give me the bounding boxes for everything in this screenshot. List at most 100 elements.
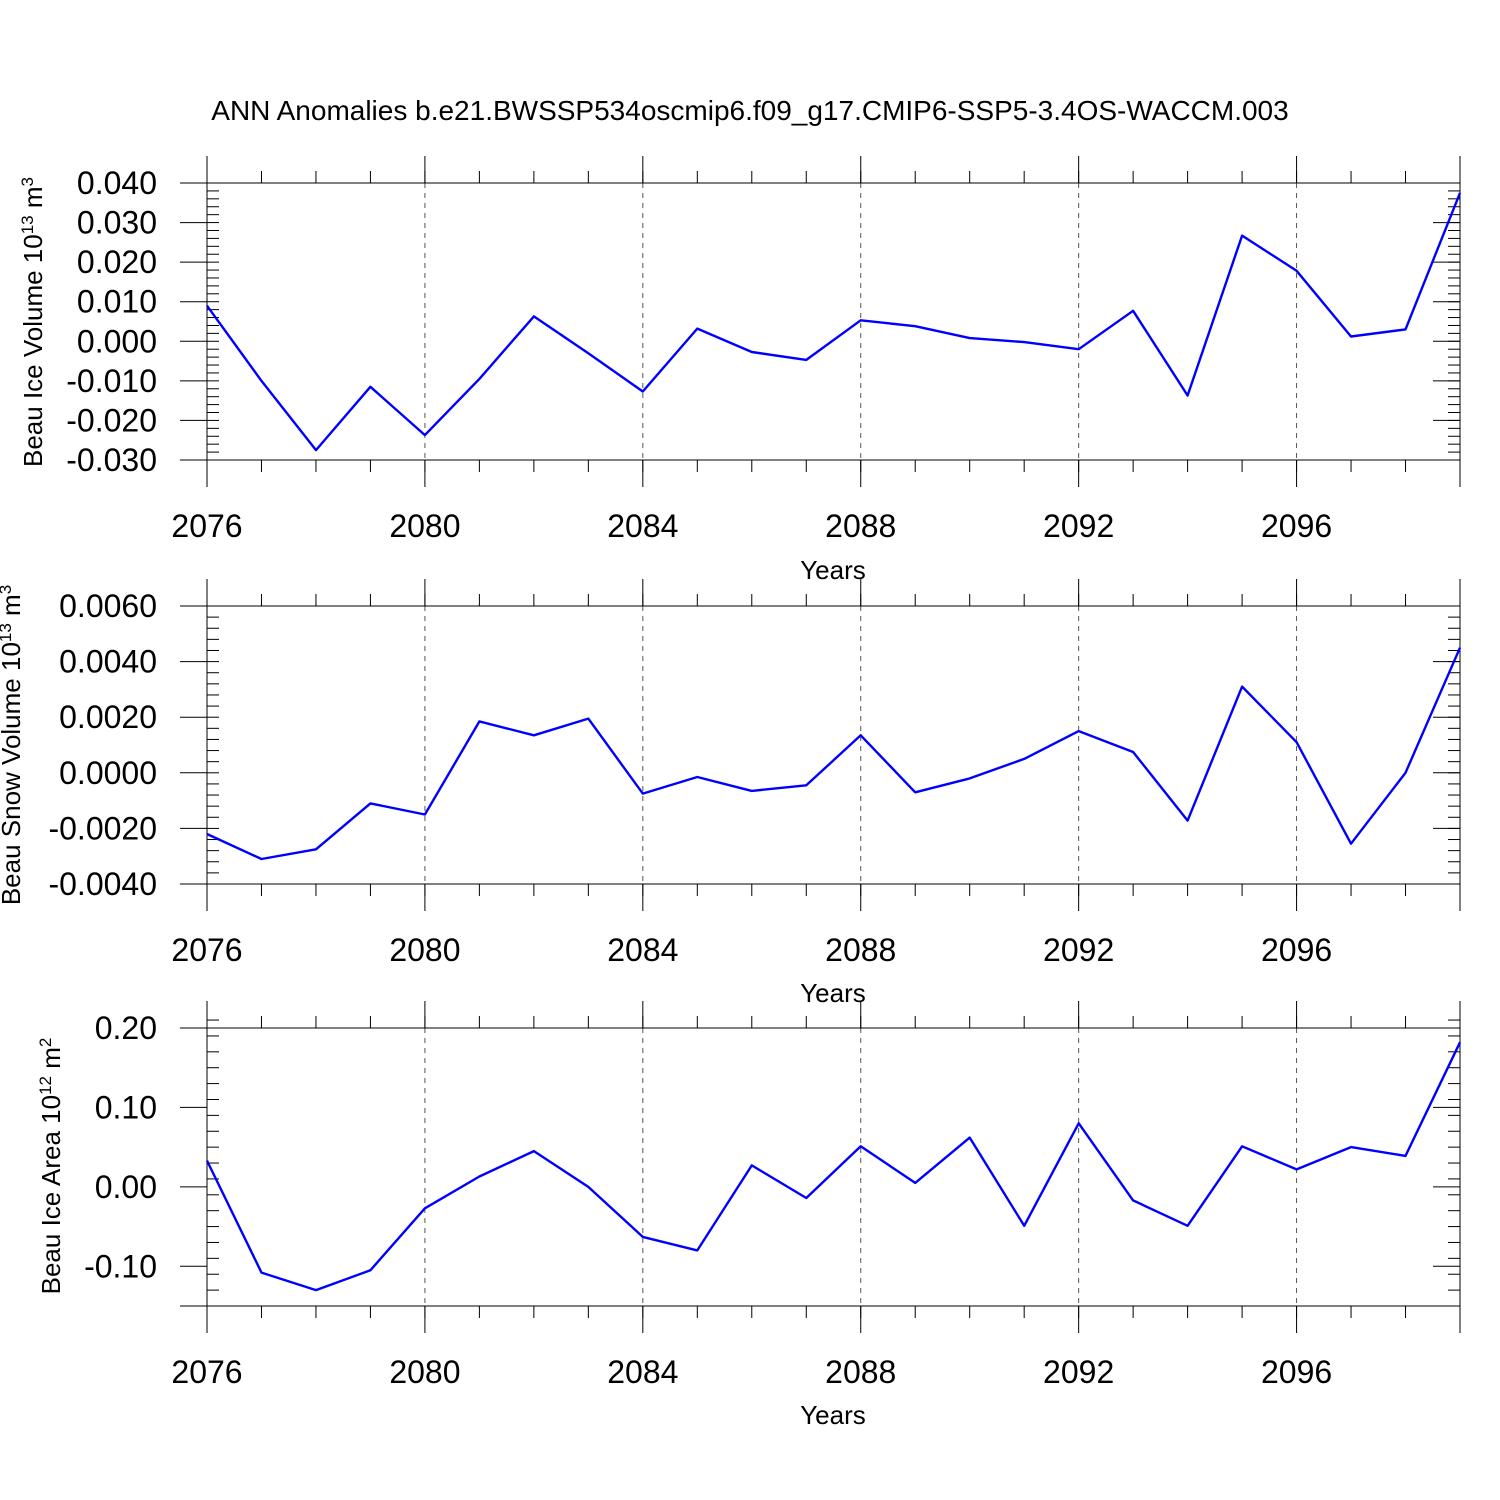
snow-volume-point-2090: [967, 776, 971, 780]
ice-area-series-line: [205, 1041, 1462, 1292]
ice-area-point-2082: [532, 1149, 536, 1153]
ice-volume-xtick-label: 2080: [389, 508, 460, 544]
panel-ice-volume: Beau Ice Volume 1013 m3 Years -0.030 -0.0…: [18, 156, 1462, 585]
xlabel-ice-area: Years: [800, 1400, 866, 1430]
snow-volume-point-2078: [314, 847, 318, 851]
ice-volume-point-2082: [532, 314, 536, 318]
ice-area-point-2090: [967, 1135, 971, 1139]
ice-area-point-2086: [750, 1163, 754, 1167]
ice-area-xtick-label: 2084: [607, 1354, 678, 1390]
ice-volume-series-line: [206, 192, 1462, 452]
ice-volume-point-2099: [1458, 191, 1462, 195]
ice-area-point-2079: [368, 1268, 372, 1272]
ice-volume-point-2078: [314, 448, 318, 452]
ice-area-point-2084: [641, 1235, 645, 1239]
ice-area-xtick-label: 2080: [389, 1354, 460, 1390]
ice-volume-ytick-label: -0.020: [66, 402, 157, 438]
ice-volume-ytick-label: 0.010: [77, 284, 157, 320]
ice-area-xtick-label: 2096: [1261, 1354, 1332, 1390]
snow-volume-point-2092: [1076, 729, 1080, 733]
snow-volume-point-2083: [586, 716, 590, 720]
ice-volume-point-2097: [1349, 334, 1353, 338]
xlabel-ice-volume: Years: [800, 555, 866, 585]
xlabel-snow-volume: Years: [800, 978, 866, 1008]
ice-volume-point-2090: [967, 336, 971, 340]
ice-volume-point-2096: [1294, 269, 1298, 273]
ice-volume-point-2076: [205, 303, 209, 307]
snow-volume-point-2082: [532, 733, 536, 737]
ice-area-point-2078: [314, 1288, 318, 1292]
ice-area-xtick-label: 2092: [1043, 1354, 1114, 1390]
snow-volume-point-2096: [1294, 740, 1298, 744]
ice-area-point-2097: [1349, 1145, 1353, 1149]
ylabel-snow-volume: Beau Snow Volume 1013 m3: [0, 585, 26, 905]
ice-area-ytick-label: 0.00: [95, 1169, 157, 1205]
snow-volume-point-2081: [477, 719, 481, 723]
snow-volume-series-line: [206, 647, 1462, 861]
ice-area-point-2092: [1076, 1121, 1080, 1125]
chart-title: ANN Anomalies b.e21.BWSSP534oscmip6.f09_…: [211, 95, 1288, 126]
snow-volume-ytick-label: -0.0020: [48, 810, 157, 846]
snow-volume-ytick-label: 0.0020: [59, 699, 157, 735]
ice-volume-point-2079: [368, 385, 372, 389]
ice-area-ytick-label: 0.20: [95, 1010, 157, 1046]
snow-volume-point-2091: [1022, 757, 1026, 761]
snow-volume-point-2087: [804, 783, 808, 787]
snow-volume-point-2099: [1458, 646, 1462, 650]
ylabel-ice-area: Beau Ice Area 1012 m2: [36, 1038, 67, 1295]
ice-area-point-2080: [423, 1206, 427, 1210]
ice-volume-point-2095: [1240, 233, 1244, 237]
ice-volume-point-2080: [423, 433, 427, 437]
ice-volume-xtick-label: 2088: [825, 508, 896, 544]
ice-area-ytick-label: 0.10: [95, 1089, 157, 1125]
snow-volume-xtick-label: 2084: [607, 932, 678, 968]
ice-volume-point-2089: [913, 324, 917, 328]
snow-volume-point-2094: [1185, 818, 1189, 822]
ice-area-point-2081: [477, 1174, 481, 1178]
ice-volume-point-2094: [1185, 393, 1189, 397]
snow-volume-xtick-label: 2088: [825, 932, 896, 968]
ice-area-point-2076: [205, 1158, 209, 1162]
ice-area-point-2077: [259, 1270, 263, 1274]
ice-volume-xtick-label: 2084: [607, 508, 678, 544]
ice-area-point-2089: [913, 1181, 917, 1185]
ice-volume-point-2086: [750, 350, 754, 354]
snow-volume-point-2093: [1131, 750, 1135, 754]
ice-volume-point-2083: [586, 351, 590, 355]
ice-area-point-2083: [586, 1185, 590, 1189]
ice-volume-point-2092: [1076, 347, 1080, 351]
snow-volume-point-2085: [695, 775, 699, 779]
ice-area-point-2088: [859, 1144, 863, 1148]
snow-volume-point-2088: [859, 733, 863, 737]
snow-volume-point-2084: [641, 791, 645, 795]
ice-volume-xtick-label: 2092: [1043, 508, 1114, 544]
ice-area-point-2091: [1022, 1224, 1026, 1228]
ice-volume-xtick-label: 2096: [1261, 508, 1332, 544]
ice-area-point-2094: [1185, 1224, 1189, 1228]
snow-volume-xtick-label: 2096: [1261, 932, 1332, 968]
ice-volume-ytick-label: 0.040: [77, 165, 157, 201]
ice-volume-ytick-label: 0.020: [77, 244, 157, 280]
snow-volume-xtick-label: 2076: [171, 932, 242, 968]
snow-volume-point-2095: [1240, 684, 1244, 688]
ice-volume-point-2093: [1131, 309, 1135, 313]
snow-volume-ytick-label: -0.0040: [48, 866, 157, 902]
ice-area-xtick-label: 2088: [825, 1354, 896, 1390]
snow-volume-ytick-label: 0.0060: [59, 588, 157, 624]
ice-volume-ytick-label: -0.030: [66, 442, 157, 478]
snow-volume-point-2079: [368, 801, 372, 805]
ice-volume-ytick-label: -0.010: [66, 363, 157, 399]
ice-volume-point-2085: [695, 326, 699, 330]
ice-volume-point-2084: [641, 389, 645, 393]
ice-volume-xtick-label: 2076: [171, 508, 242, 544]
ice-area-point-2098: [1403, 1154, 1407, 1158]
ylabel-ice-volume: Beau Ice Volume 1013 m3: [18, 177, 49, 467]
snow-volume-point-2098: [1403, 771, 1407, 775]
snow-volume-point-2077: [259, 857, 263, 861]
ice-volume-point-2087: [804, 358, 808, 362]
ice-volume-point-2088: [859, 318, 863, 322]
snow-volume-point-2076: [205, 832, 209, 836]
ice-volume-ytick-label: 0.030: [77, 205, 157, 241]
ice-area-point-2095: [1240, 1144, 1244, 1148]
